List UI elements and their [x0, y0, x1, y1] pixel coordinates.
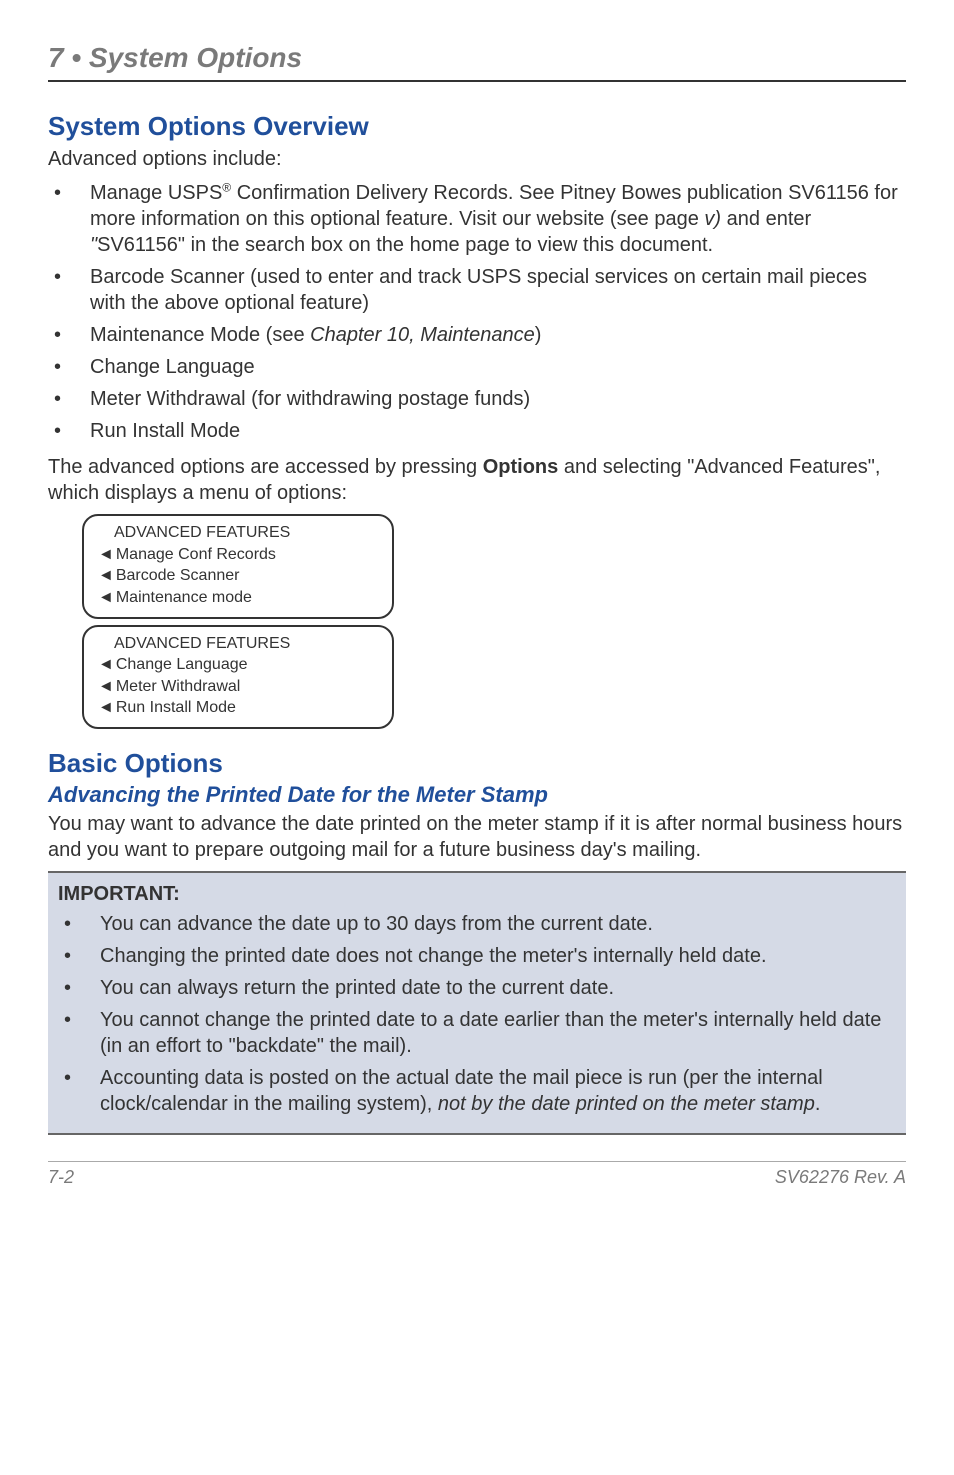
list-item: Meter Withdrawal (for withdrawing postag… [48, 386, 906, 412]
overview-bullet-list: Manage USPS® Confirmation Delivery Recor… [48, 180, 906, 444]
list-item: Maintenance Mode (see Chapter 10, Mainte… [48, 322, 906, 348]
triangle-left-icon: ◄ [98, 587, 114, 609]
menu-item: ◄Meter Withdrawal [98, 676, 378, 698]
triangle-left-icon: ◄ [98, 544, 114, 566]
menu-item-label: Meter Withdrawal [116, 676, 240, 698]
footer-revision: SV62276 Rev. A [775, 1166, 906, 1189]
menu-item: ◄Manage Conf Records [98, 544, 378, 566]
menu-item-label: Change Language [116, 654, 248, 676]
chapter-rule [48, 80, 906, 82]
menu-item: ◄Barcode Scanner [98, 565, 378, 587]
menu-title: ADVANCED FEATURES [98, 633, 378, 655]
list-item: You cannot change the printed date to a … [58, 1007, 896, 1059]
menu-item: ◄Run Install Mode [98, 697, 378, 719]
menu-item: ◄Maintenance mode [98, 587, 378, 609]
list-item: Run Install Mode [48, 418, 906, 444]
important-bullet-list: You can advance the date up to 30 days f… [58, 911, 896, 1117]
section-heading-basic: Basic Options [48, 747, 906, 781]
list-item: Changing the printed date does not chang… [58, 943, 896, 969]
menu-item-label: Manage Conf Records [116, 544, 276, 566]
list-item: Manage USPS® Confirmation Delivery Recor… [48, 180, 906, 258]
important-box: IMPORTANT: You can advance the date up t… [48, 871, 906, 1135]
section2-body: You may want to advance the date printed… [48, 811, 906, 863]
menu-title: ADVANCED FEATURES [98, 522, 378, 544]
list-item: Accounting data is posted on the actual … [58, 1065, 896, 1117]
menu-box-1: ADVANCED FEATURES ◄Manage Conf Records ◄… [82, 514, 394, 618]
subsection-heading: Advancing the Printed Date for the Meter… [48, 781, 906, 810]
list-item: You can always return the printed date t… [58, 975, 896, 1001]
section-heading-overview: System Options Overview [48, 110, 906, 144]
footer-page-number: 7-2 [48, 1166, 74, 1189]
list-item: You can advance the date up to 30 days f… [58, 911, 896, 937]
triangle-left-icon: ◄ [98, 697, 114, 719]
important-title: IMPORTANT: [58, 881, 896, 907]
menu-item-label: Run Install Mode [116, 697, 236, 719]
triangle-left-icon: ◄ [98, 676, 114, 698]
intro-text: Advanced options include: [48, 146, 906, 172]
menu-item: ◄Change Language [98, 654, 378, 676]
menu-box-2: ADVANCED FEATURES ◄Change Language ◄Mete… [82, 625, 394, 729]
menu-item-label: Maintenance mode [116, 587, 252, 609]
menu-item-label: Barcode Scanner [116, 565, 240, 587]
list-item: Barcode Scanner (used to enter and track… [48, 264, 906, 316]
triangle-left-icon: ◄ [98, 654, 114, 676]
list-item: Change Language [48, 354, 906, 380]
triangle-left-icon: ◄ [98, 565, 114, 587]
page-footer: 7-2 SV62276 Rev. A [48, 1161, 906, 1189]
chapter-title: 7 • System Options [48, 40, 906, 76]
outro-text: The advanced options are accessed by pre… [48, 454, 906, 506]
